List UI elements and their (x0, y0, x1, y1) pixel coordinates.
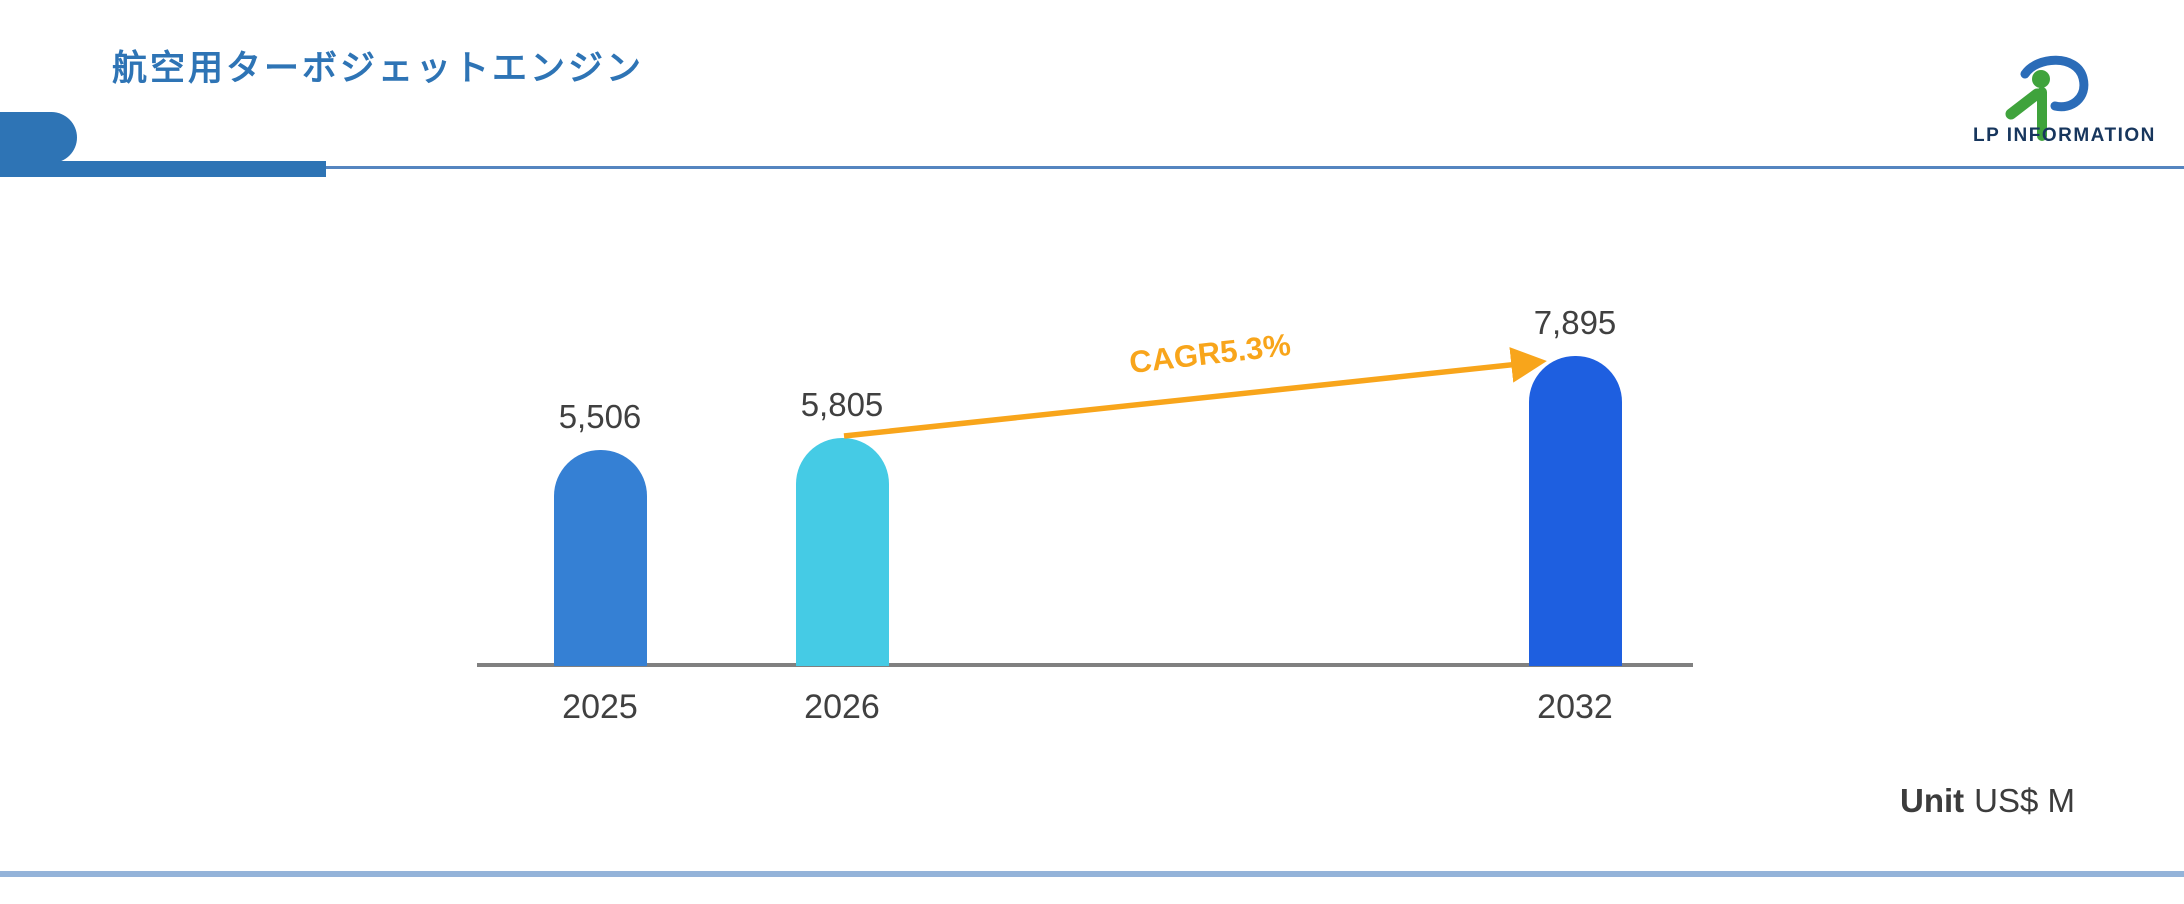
bottom-border-line (0, 871, 2184, 877)
logo-arm-icon (2005, 88, 2043, 120)
lp-information-logo: LP INFORMATION (1945, 50, 2175, 155)
x-tick-2025: 2025 (562, 688, 638, 726)
bar-2026 (795, 438, 889, 666)
x-tick-2032: 2032 (1537, 688, 1613, 726)
page-title: 航空用ターボジェットエンジン (112, 49, 645, 88)
value-label-2026: 5,805 (800, 386, 884, 423)
header-accent-bar (0, 161, 326, 177)
bar-2025 (553, 450, 647, 666)
logo-swoosh-icon (2020, 55, 2089, 112)
bar-2032 (1528, 356, 1622, 666)
logo-head-icon (2032, 70, 2050, 88)
lp-information-logo-mark (2005, 55, 2089, 141)
unit-word: Unit (1900, 782, 1965, 819)
unit-label: Unit US$ M (1900, 782, 2140, 820)
value-label-2032: 7,895 (1533, 304, 1617, 341)
x-axis-line (477, 663, 1693, 667)
x-tick-2026: 2026 (804, 688, 880, 726)
header-divider-line (0, 166, 2184, 169)
value-label-2025: 5,506 (558, 398, 642, 435)
unit-value: US$ M (1974, 782, 2076, 819)
logo-text: LP INFORMATION (1973, 125, 2156, 146)
cagr-annotation: CAGR5.3% (1127, 326, 1293, 381)
header-accent-pill (0, 112, 77, 163)
